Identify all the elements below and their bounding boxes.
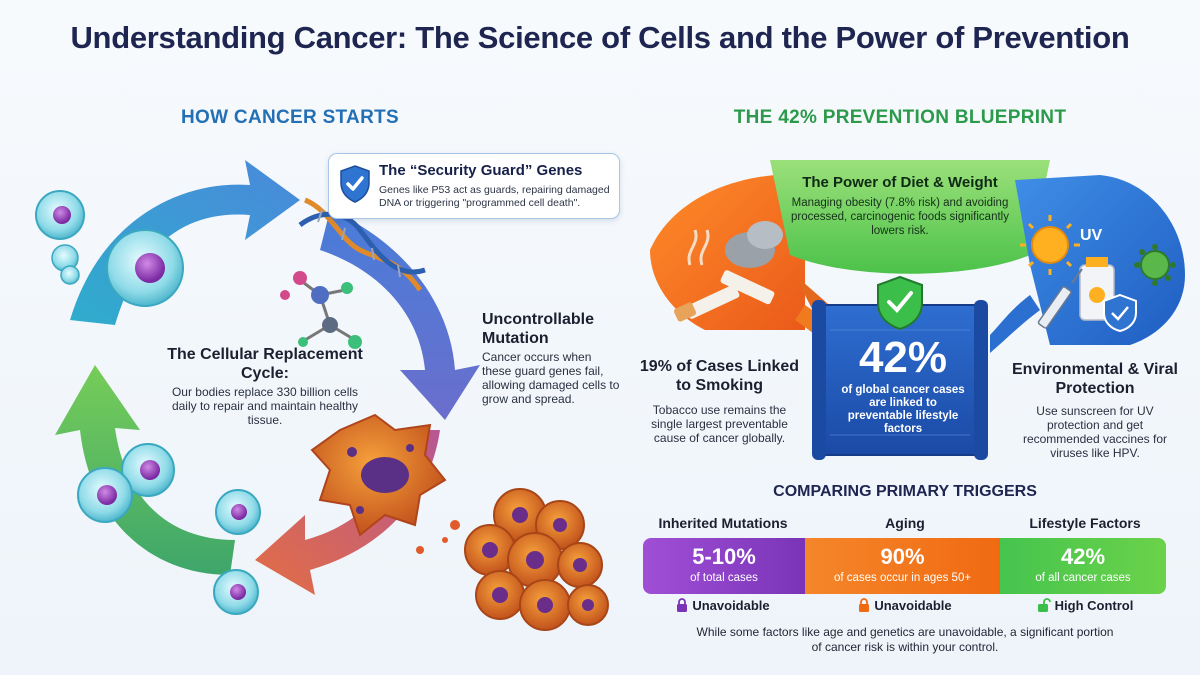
diet-title: The Power of Diet & Weight (802, 174, 998, 191)
comparison-heading: COMPARING PRIMARY TRIGGERS (773, 483, 1037, 500)
aging-tag: Unavoidable (815, 598, 995, 613)
uv-label: UV (1080, 227, 1103, 244)
smoking-desc: Tobacco use remains the single largest p… (651, 403, 788, 445)
shield-check-small-icon (1103, 293, 1137, 333)
aging-sub: of cases occur in ages 50+ (833, 572, 972, 584)
lifestyle-tag-label: High Control (1054, 598, 1134, 613)
inherited-sub: of total cases (690, 572, 758, 584)
smoking-title: 19% of Cases Linked to Smoking (639, 358, 800, 394)
how-cancer-starts-heading: HOW CANCER STARTS (181, 107, 399, 128)
aging-bar: 90% of cases occur in ages 50+ (805, 538, 1000, 594)
environment-desc: Use sunscreen for UV protection and get … (1022, 404, 1168, 460)
mutated-cell-icon (310, 413, 447, 537)
tumor-cluster-icon (416, 488, 609, 631)
inherited-bar: 5-10% of total cases (643, 538, 805, 594)
lock-icon (677, 598, 688, 612)
aging-label: Aging (885, 515, 925, 531)
molecule-icon (280, 271, 362, 349)
cell-cycle-illustration (35, 160, 609, 631)
footer-note: While some factors like age and genetics… (696, 625, 1114, 654)
page-title: Understanding Cancer: The Science of Cel… (70, 20, 1130, 55)
mutation-title: Uncontrollable Mutation (482, 311, 595, 347)
lifestyle-label: Lifestyle Factors (1029, 515, 1141, 531)
syringe-icon (1037, 268, 1083, 329)
cigarette-icon (673, 221, 783, 322)
inherited-tag-label: Unavoidable (692, 598, 770, 613)
mutation-desc: Cancer occurs when these guard genes fai… (482, 350, 620, 406)
shield-check-icon (340, 165, 370, 203)
prevention-blueprint-illustration: UV (650, 160, 1185, 460)
center-desc: of global cancer cases are linked to pre… (841, 384, 965, 435)
prevention-blueprint-heading: THE 42% PREVENTION BLUEPRINT (733, 107, 1067, 128)
lifestyle-sub: of all cancer cases (1035, 572, 1131, 584)
guard-card-desc: Genes like P53 act as guards, repairing … (379, 184, 610, 209)
inherited-tag: Unavoidable (633, 598, 813, 613)
healthy-cell-icon (35, 190, 261, 615)
lock-icon (859, 598, 870, 612)
lifestyle-bar: 42% of all cancer cases (1000, 538, 1166, 594)
lifestyle-value: 42% (1060, 544, 1106, 569)
inherited-value: 5-10% (692, 544, 756, 569)
cycle-desc: Our bodies replace 330 billion cells dai… (171, 385, 359, 427)
aging-tag-label: Unavoidable (874, 598, 952, 613)
virus-icon (1134, 244, 1176, 286)
center-percentage: 42% (858, 333, 948, 382)
diet-desc: Managing obesity (7.8% risk) and avoidin… (791, 197, 1009, 237)
unlock-icon (1037, 598, 1051, 612)
security-guard-card: The “Security Guard” Genes Genes like P5… (328, 153, 620, 219)
inherited-label: Inherited Mutations (658, 515, 788, 531)
cycle-title: The Cellular Replacement Cycle: (167, 346, 363, 382)
environment-title: Environmental & Viral Protection (1012, 361, 1178, 397)
sun-icon (1020, 215, 1080, 275)
lifestyle-tag: High Control (995, 598, 1175, 613)
shield-check-icon (877, 275, 923, 331)
guard-card-title: The “Security Guard” Genes (379, 162, 583, 179)
dna-icon (298, 197, 426, 292)
aging-value: 90% (880, 544, 925, 569)
